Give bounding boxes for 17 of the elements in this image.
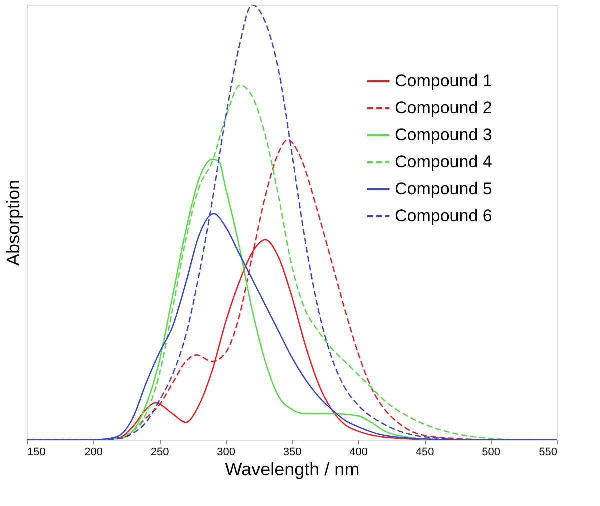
- y-axis-title: Absorption: [4, 180, 24, 266]
- x-tick-label: 550: [539, 446, 558, 458]
- legend-label: Compound 2: [395, 98, 492, 118]
- x-tick-label: 300: [217, 446, 236, 458]
- x-tick-label: 350: [283, 446, 302, 458]
- legend-label: Compound 5: [395, 180, 492, 198]
- x-tick-label: 150: [28, 446, 46, 458]
- x-tick-label: 450: [416, 446, 434, 458]
- legend-label: Compound 1: [395, 72, 492, 90]
- legend-label: Compound 3: [395, 126, 492, 144]
- x-tick-label: 500: [482, 446, 500, 458]
- x-axis-title: Wavelength / nm: [225, 460, 360, 480]
- legend-label: Compound 4: [395, 152, 492, 172]
- legend-label: Compound 6: [395, 206, 492, 226]
- x-tick-label: 400: [350, 446, 368, 458]
- x-tick-label: 250: [150, 446, 170, 458]
- x-tick-label: 200: [84, 446, 103, 458]
